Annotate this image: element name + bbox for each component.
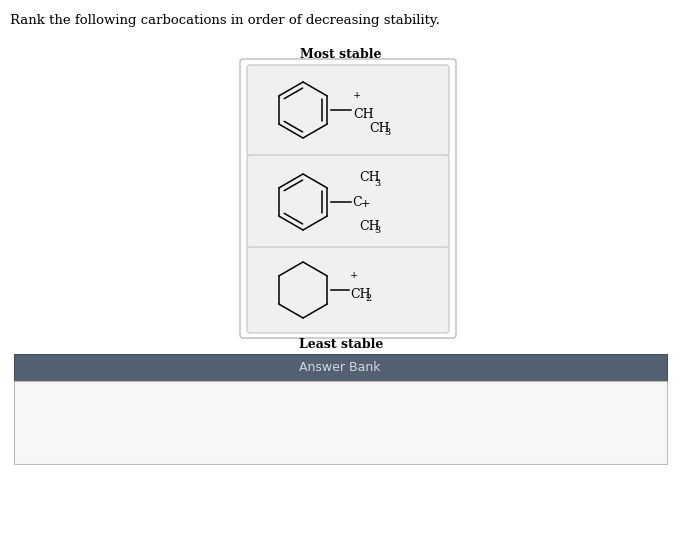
Text: CH: CH: [359, 220, 379, 233]
Text: Rank the following carbocations in order of decreasing stability.: Rank the following carbocations in order…: [10, 14, 440, 27]
Text: +: +: [361, 199, 370, 209]
Text: Most stable: Most stable: [300, 48, 382, 61]
Text: 2: 2: [365, 294, 371, 303]
Text: CH: CH: [353, 108, 374, 121]
Text: +: +: [350, 271, 358, 280]
Text: Least stable: Least stable: [299, 338, 383, 351]
Text: +: +: [353, 91, 361, 100]
FancyBboxPatch shape: [240, 59, 456, 338]
Bar: [14, 381, 667, 464]
FancyBboxPatch shape: [247, 65, 449, 156]
Text: 3: 3: [384, 128, 390, 137]
FancyBboxPatch shape: [247, 247, 449, 333]
Bar: [14, 354, 667, 381]
Text: CH: CH: [369, 122, 390, 135]
Text: Answer Bank: Answer Bank: [299, 361, 381, 374]
FancyBboxPatch shape: [247, 155, 449, 249]
Text: CH: CH: [350, 288, 370, 301]
Text: CH: CH: [359, 171, 379, 184]
Text: 3: 3: [374, 226, 380, 235]
Text: 3: 3: [374, 179, 380, 188]
Text: C: C: [352, 195, 362, 208]
